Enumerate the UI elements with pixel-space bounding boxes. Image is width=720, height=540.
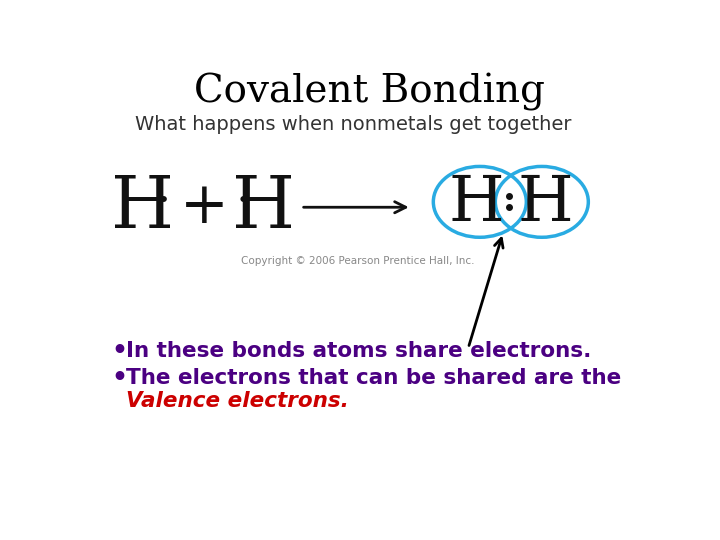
Text: The electrons that can be shared are the: The electrons that can be shared are the — [126, 368, 621, 388]
Text: H: H — [111, 172, 174, 242]
Text: In these bonds atoms share electrons.: In these bonds atoms share electrons. — [126, 341, 591, 361]
Text: What happens when nonmetals get together: What happens when nonmetals get together — [135, 116, 572, 134]
Text: H: H — [449, 173, 505, 234]
Text: Valence electrons.: Valence electrons. — [126, 392, 348, 411]
Text: •: • — [112, 366, 127, 390]
Text: H: H — [232, 172, 295, 242]
Text: Covalent Bonding: Covalent Bonding — [194, 73, 544, 111]
Text: •: • — [156, 191, 169, 211]
Text: Copyright © 2006 Pearson Prentice Hall, Inc.: Copyright © 2006 Pearson Prentice Hall, … — [240, 256, 474, 266]
Text: +: + — [180, 179, 229, 235]
Text: •: • — [237, 191, 250, 211]
Text: •: • — [112, 339, 127, 363]
Text: H: H — [517, 173, 572, 234]
